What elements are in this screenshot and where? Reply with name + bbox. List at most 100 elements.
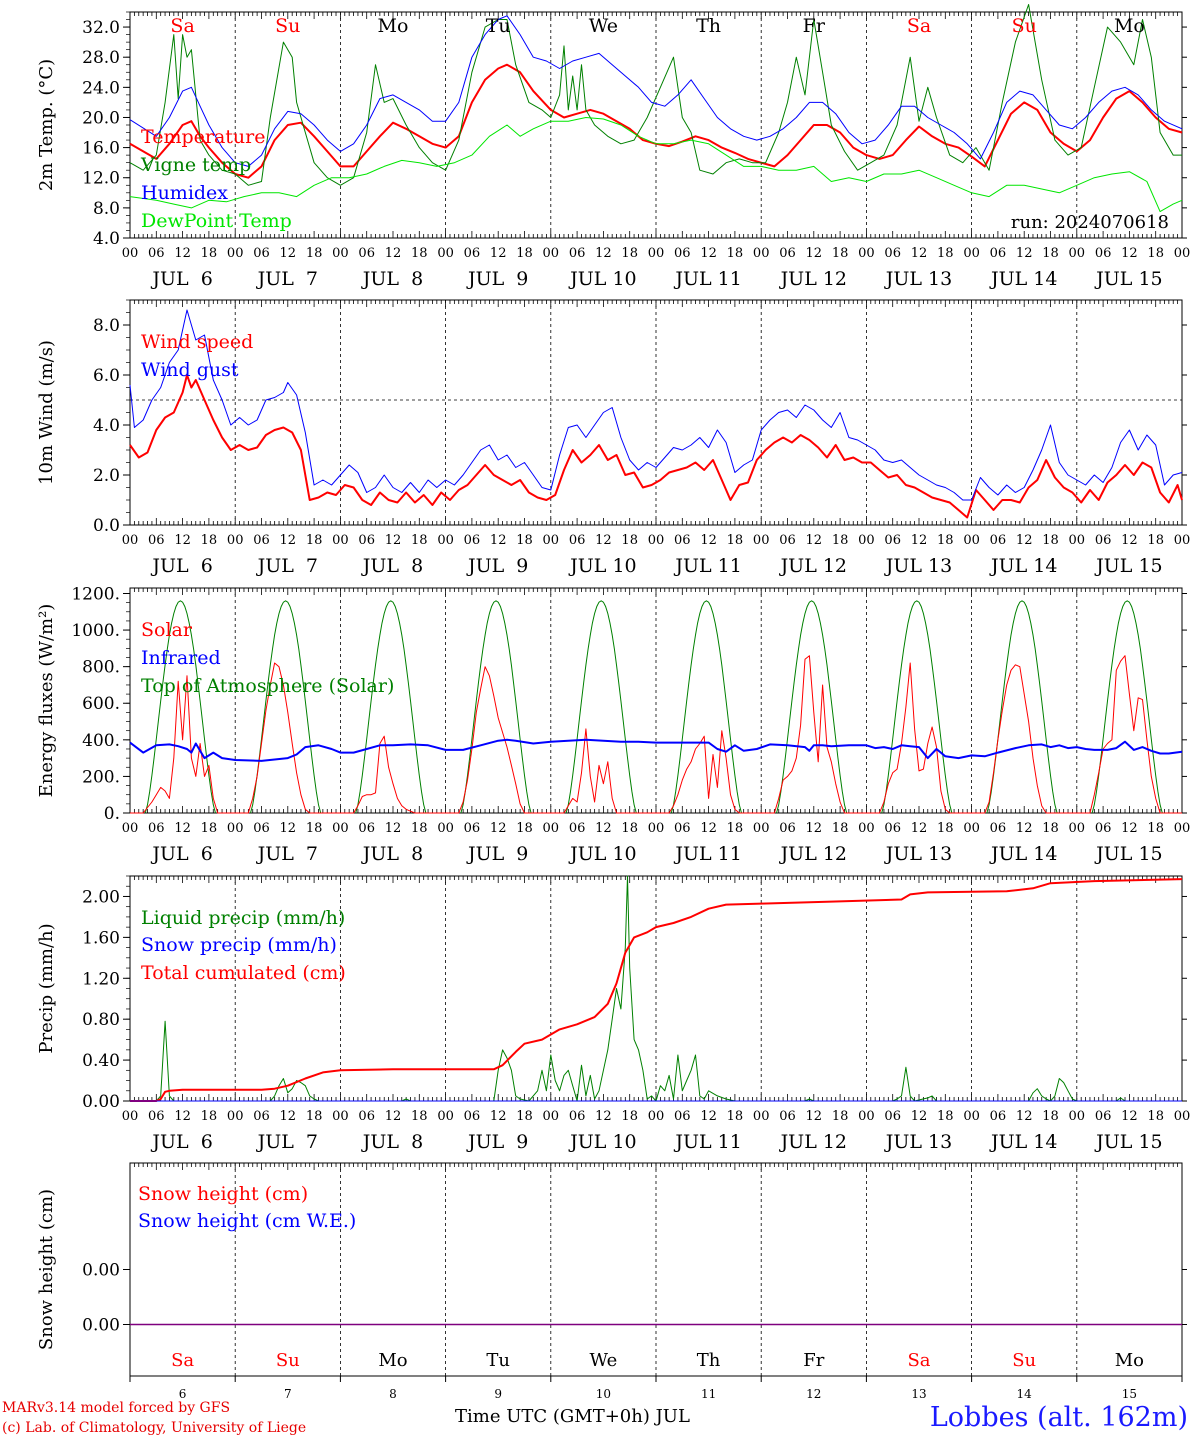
hour-label: 00	[332, 1109, 349, 1124]
hour-label: 12	[490, 533, 507, 548]
date-label: JUL 9	[466, 1131, 528, 1153]
hour-label: 00	[227, 1109, 244, 1124]
hour-label: 12	[1016, 246, 1033, 261]
date-label: JUL 11	[673, 268, 741, 290]
hour-label: 06	[253, 246, 270, 261]
hour-label: 06	[464, 821, 481, 836]
y-tick-label: 2.0	[93, 466, 120, 486]
hour-label: 06	[569, 1109, 586, 1124]
y-tick-label: 1.20	[82, 969, 120, 989]
y-tick-label: 0.40	[82, 1051, 120, 1071]
hour-label: 12	[385, 533, 402, 548]
hour-label: 18	[411, 1109, 428, 1124]
date-label: JUL 7	[256, 555, 318, 577]
hour-label: 06	[674, 533, 691, 548]
panel-frame	[129, 587, 1183, 814]
y-tick-label: 0.0	[93, 516, 120, 536]
hour-label: 00	[858, 246, 875, 261]
hour-label: 06	[253, 821, 270, 836]
date-label: JUL 6	[150, 1131, 212, 1153]
hour-label: 18	[1042, 821, 1059, 836]
hour-label: 18	[516, 821, 533, 836]
day-name: Sa	[171, 1350, 194, 1371]
y-tick-label: 200.	[82, 767, 120, 787]
hour-label: 12	[595, 246, 612, 261]
panel-4	[123, 875, 1187, 1102]
hour-label: 12	[806, 533, 823, 548]
hour-label: 00	[122, 533, 139, 548]
hour-label: 12	[911, 533, 928, 548]
lab-credit: (c) Lab. of Climatology, University of L…	[2, 1420, 307, 1436]
day-name: Tu	[486, 15, 511, 37]
series-total-cumulated-cm	[130, 878, 1183, 1102]
hour-label: 18	[937, 1109, 954, 1124]
hour-label: 06	[779, 246, 796, 261]
hour-label: 06	[358, 246, 375, 261]
hour-label: 00	[227, 821, 244, 836]
hour-label: 06	[569, 533, 586, 548]
y-tick-label: 20.0	[82, 108, 120, 128]
hour-label: 18	[727, 1109, 744, 1124]
hour-label: 06	[569, 821, 586, 836]
day-number: 15	[1122, 1387, 1137, 1401]
date-label: JUL 15	[1094, 268, 1162, 290]
hour-label: 18	[306, 246, 323, 261]
y-axis-label: Snow height (cm)	[36, 1189, 57, 1350]
legend-entry: DewPoint Temp	[141, 210, 292, 232]
date-label: JUL 7	[256, 843, 318, 865]
hour-label: 06	[779, 533, 796, 548]
date-label: JUL 11	[673, 843, 741, 865]
hour-label: 12	[700, 821, 717, 836]
panel-frame	[129, 299, 1183, 526]
hour-label: 06	[779, 1109, 796, 1124]
hour-label: 18	[1147, 821, 1164, 836]
hour-label: 06	[358, 1109, 375, 1124]
date-label: JUL 11	[673, 555, 741, 577]
hour-label: 18	[937, 533, 954, 548]
date-label: JUL 12	[779, 268, 847, 290]
panel-5	[123, 1162, 1187, 1382]
hour-label: 12	[385, 1109, 402, 1124]
hour-label: 18	[411, 821, 428, 836]
y-tick-label: 400.	[82, 731, 120, 751]
hour-label: 00	[332, 533, 349, 548]
hour-label: 12	[595, 533, 612, 548]
hour-label: 06	[990, 533, 1007, 548]
day-number: 6	[179, 1387, 187, 1401]
hour-label: 12	[1016, 821, 1033, 836]
hour-label: 00	[332, 821, 349, 836]
hour-label: 00	[543, 821, 560, 836]
hour-label: 00	[1069, 246, 1086, 261]
day-name: Sa	[170, 15, 194, 37]
hour-label: 00	[648, 1109, 665, 1124]
hour-label: 12	[911, 1109, 928, 1124]
date-label: JUL 8	[361, 843, 423, 865]
y-tick-label: 8.0	[93, 316, 120, 336]
y-tick-label: 0.00	[82, 1092, 120, 1112]
hour-label: 18	[832, 246, 849, 261]
day-name: Mo	[1114, 15, 1145, 37]
day-number: 10	[596, 1387, 611, 1401]
date-label: JUL 12	[779, 1131, 847, 1153]
hour-label: 00	[648, 821, 665, 836]
legend-entry: Solar	[141, 619, 193, 641]
hour-label: 00	[753, 246, 770, 261]
hour-label: 12	[174, 821, 191, 836]
day-name: Su	[1012, 1350, 1036, 1371]
model-credit: MARv3.14 model forced by GFS	[2, 1400, 231, 1416]
legend-entry: Snow height (cm)	[138, 1183, 308, 1205]
date-label: JUL 10	[568, 1131, 636, 1153]
y-tick-label: 800.	[82, 658, 120, 678]
day-name: Su	[1012, 15, 1037, 37]
legend-entry: Humidex	[141, 182, 228, 204]
hour-label: 18	[1042, 1109, 1059, 1124]
date-label: JUL 9	[466, 268, 528, 290]
hour-label: 18	[1147, 533, 1164, 548]
day-name: Th	[697, 1350, 721, 1371]
hour-label: 18	[516, 533, 533, 548]
hour-label: 12	[700, 246, 717, 261]
legend-entry: Top of Atmosphere (Solar)	[141, 675, 394, 697]
hour-label: 06	[148, 533, 165, 548]
hour-label: 12	[490, 821, 507, 836]
y-tick-label: 4.0	[93, 229, 120, 249]
